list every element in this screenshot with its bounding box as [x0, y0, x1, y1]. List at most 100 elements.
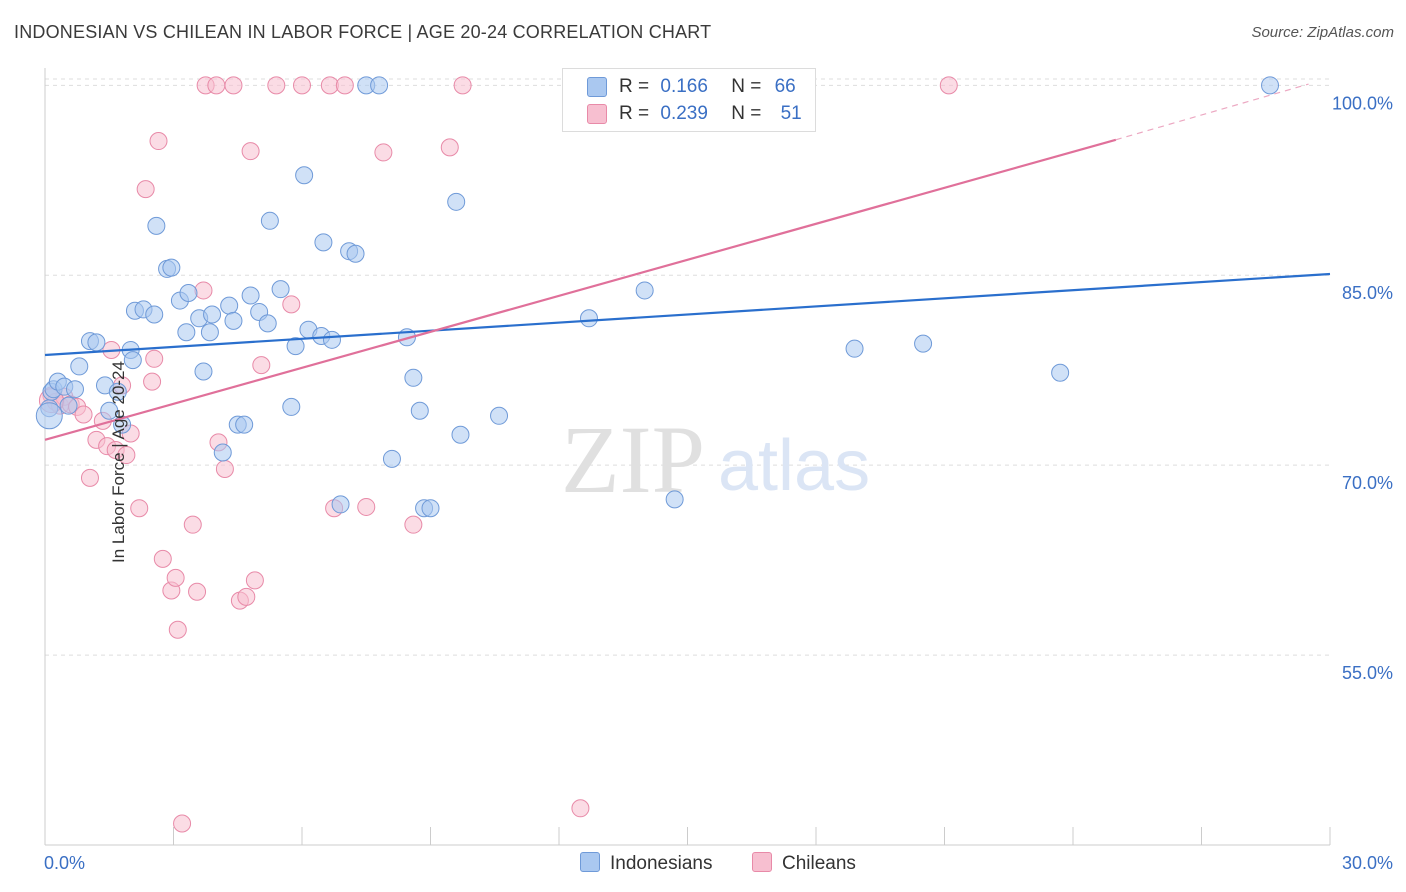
- chart-title: INDONESIAN VS CHILEAN IN LABOR FORCE | A…: [14, 22, 712, 42]
- indonesian-point-36: [258, 314, 277, 333]
- tick-labels: 100.0% 85.0% 70.0% 55.0% 0.0% 30.0%: [44, 93, 1393, 873]
- indonesian-point-44: [314, 233, 333, 252]
- chilean-point-21: [153, 549, 172, 568]
- indonesian-point-59: [490, 406, 509, 425]
- indonesian-point-64: [914, 334, 933, 353]
- chilean-point-35: [237, 587, 256, 606]
- chilean-point-33: [224, 76, 243, 95]
- y-tick-label-3: 55.0%: [1342, 663, 1393, 683]
- chilean-point-18: [143, 372, 162, 391]
- chilean-point-37: [245, 571, 264, 590]
- indonesian-point-11: [100, 401, 119, 420]
- chilean-point-23: [166, 568, 185, 587]
- legend-r-value-chileans: 0.239: [660, 103, 708, 124]
- indonesian-point-33: [235, 415, 254, 434]
- legend-swatch-chileans: [587, 104, 607, 124]
- watermark-zip: ZIP: [561, 406, 705, 513]
- trendline-chileans-extension: [1115, 83, 1309, 141]
- indonesian-point-66: [1261, 76, 1280, 95]
- indonesian-point-12: [108, 382, 127, 401]
- chilean-point-16: [130, 499, 149, 518]
- trendlines: [44, 83, 1331, 441]
- chilean-point-46: [374, 143, 393, 162]
- indonesian-point-45: [322, 330, 341, 349]
- indonesian-point-57: [447, 192, 466, 211]
- bottom-legend-label-indonesians: Indonesians: [610, 853, 713, 874]
- chilean-point-20: [149, 132, 168, 151]
- chilean-point-32: [215, 459, 234, 478]
- chilean-point-36: [241, 142, 260, 161]
- y-tick-label-0: 100.0%: [1332, 93, 1393, 113]
- trendline-indonesians: [44, 272, 1331, 357]
- chilean-point-51: [939, 76, 958, 95]
- indonesian-point-65: [1051, 363, 1070, 382]
- indonesian-point-31: [224, 311, 243, 330]
- indonesian-point-38: [271, 280, 290, 299]
- chilean-point-41: [293, 76, 311, 95]
- chilean-point-17: [136, 180, 155, 199]
- indonesian-point-58: [451, 425, 470, 444]
- indonesian-point-40: [286, 337, 305, 356]
- indonesian-point-54: [410, 401, 429, 420]
- chilean-point-24: [168, 620, 187, 639]
- chilean-point-40: [282, 295, 301, 314]
- indonesian-point-27: [200, 323, 219, 342]
- legend-n-value-indonesians: 66: [774, 76, 796, 97]
- bottom-legend-label-chileans: Chileans: [782, 853, 856, 874]
- trendline-chileans: [44, 138, 1117, 441]
- chilean-point-50: [571, 799, 590, 818]
- legend-n-label: N =: [731, 103, 762, 124]
- indonesian-point-39: [282, 397, 301, 416]
- x-tick-label-1: 30.0%: [1342, 853, 1393, 873]
- indonesian-point-24: [179, 283, 198, 302]
- chilean-point-45: [357, 497, 376, 516]
- chilean-point-42: [320, 76, 339, 95]
- legend-n-label: N =: [731, 76, 762, 97]
- indonesian-point-56: [421, 499, 440, 518]
- chilean-point-19: [145, 349, 164, 368]
- indonesian-point-28: [203, 305, 222, 324]
- axes: [44, 68, 1331, 846]
- indonesian-point-21: [162, 258, 181, 277]
- chilean-point-47: [404, 515, 423, 534]
- indonesian-point-50: [370, 76, 389, 95]
- indonesian-point-51: [382, 449, 401, 468]
- chilean-point-6: [74, 405, 93, 424]
- indonesian-point-18: [145, 305, 164, 324]
- gridlines: [45, 78, 1330, 656]
- chilean-point-14: [117, 446, 136, 465]
- legend-n-value-chileans: 51: [780, 103, 802, 124]
- indonesian-point-34: [241, 286, 260, 305]
- legend-swatch-indonesians: [587, 77, 607, 97]
- chilean-point-49: [453, 76, 472, 95]
- chilean-point-30: [207, 76, 226, 95]
- indonesian-point-53: [404, 368, 423, 387]
- indonesian-point-6: [65, 380, 84, 399]
- source-credit: Source: ZipAtlas.com: [1251, 24, 1394, 41]
- indonesian-point-29: [213, 443, 232, 462]
- indonesian-cluster-point: [35, 402, 63, 430]
- bottom-legend-chileans: Chileans: [752, 852, 856, 875]
- bottom-legend-swatch-chileans: [752, 852, 772, 872]
- chilean-point-28: [194, 281, 213, 300]
- watermark-atlas: atlas: [718, 426, 870, 506]
- indonesian-point-30: [220, 296, 239, 315]
- indonesian-point-60: [579, 309, 598, 328]
- y-axis-label: In Labor Force | Age 20-24: [108, 361, 128, 563]
- y-tick-label-1: 85.0%: [1342, 283, 1393, 303]
- indonesian-point-19: [147, 216, 166, 235]
- y-tick-label-2: 70.0%: [1342, 473, 1393, 493]
- watermark: ZIP atlas: [561, 406, 870, 513]
- indonesian-point-48: [346, 244, 365, 263]
- indonesian-point-9: [87, 333, 106, 352]
- indonesian-point-46: [331, 495, 350, 514]
- x-tick-label-0: 0.0%: [44, 853, 85, 873]
- legend-r-label: R =: [619, 103, 650, 124]
- indonesian-point-5: [59, 396, 78, 415]
- legend-r-label: R =: [619, 76, 650, 97]
- indonesian-point-23: [177, 323, 196, 342]
- bottom-legend-indonesians: Indonesians: [580, 852, 712, 875]
- indonesian-point-37: [260, 211, 279, 230]
- indonesian-point-26: [194, 362, 213, 381]
- chilean-point-27: [188, 582, 207, 601]
